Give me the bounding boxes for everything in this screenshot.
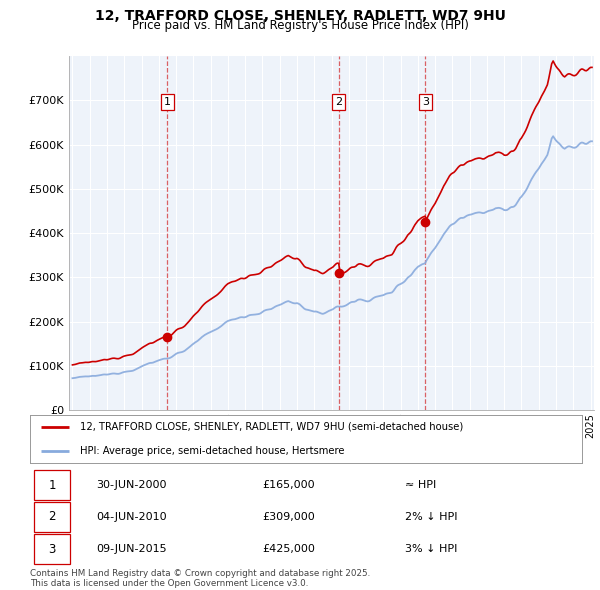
Text: 09-JUN-2015: 09-JUN-2015 <box>96 544 167 554</box>
FancyBboxPatch shape <box>34 502 70 532</box>
Text: 2% ↓ HPI: 2% ↓ HPI <box>406 512 458 522</box>
Text: 3: 3 <box>422 97 429 107</box>
Text: 04-JUN-2010: 04-JUN-2010 <box>96 512 167 522</box>
Text: 2: 2 <box>49 510 56 523</box>
Text: 30-JUN-2000: 30-JUN-2000 <box>96 480 167 490</box>
Text: ≈ HPI: ≈ HPI <box>406 480 437 490</box>
Text: 12, TRAFFORD CLOSE, SHENLEY, RADLETT, WD7 9HU (semi-detached house): 12, TRAFFORD CLOSE, SHENLEY, RADLETT, WD… <box>80 422 463 432</box>
Text: Price paid vs. HM Land Registry's House Price Index (HPI): Price paid vs. HM Land Registry's House … <box>131 19 469 32</box>
Text: 2: 2 <box>335 97 343 107</box>
FancyBboxPatch shape <box>34 535 70 564</box>
Text: 1: 1 <box>164 97 171 107</box>
FancyBboxPatch shape <box>34 470 70 500</box>
Text: 3: 3 <box>49 543 56 556</box>
Text: £165,000: £165,000 <box>262 480 314 490</box>
Text: 3% ↓ HPI: 3% ↓ HPI <box>406 544 458 554</box>
Text: 12, TRAFFORD CLOSE, SHENLEY, RADLETT, WD7 9HU: 12, TRAFFORD CLOSE, SHENLEY, RADLETT, WD… <box>95 9 505 23</box>
Text: 1: 1 <box>49 478 56 491</box>
Text: Contains HM Land Registry data © Crown copyright and database right 2025.
This d: Contains HM Land Registry data © Crown c… <box>30 569 370 588</box>
Text: £309,000: £309,000 <box>262 512 314 522</box>
Text: £425,000: £425,000 <box>262 544 315 554</box>
Text: HPI: Average price, semi-detached house, Hertsmere: HPI: Average price, semi-detached house,… <box>80 446 344 456</box>
